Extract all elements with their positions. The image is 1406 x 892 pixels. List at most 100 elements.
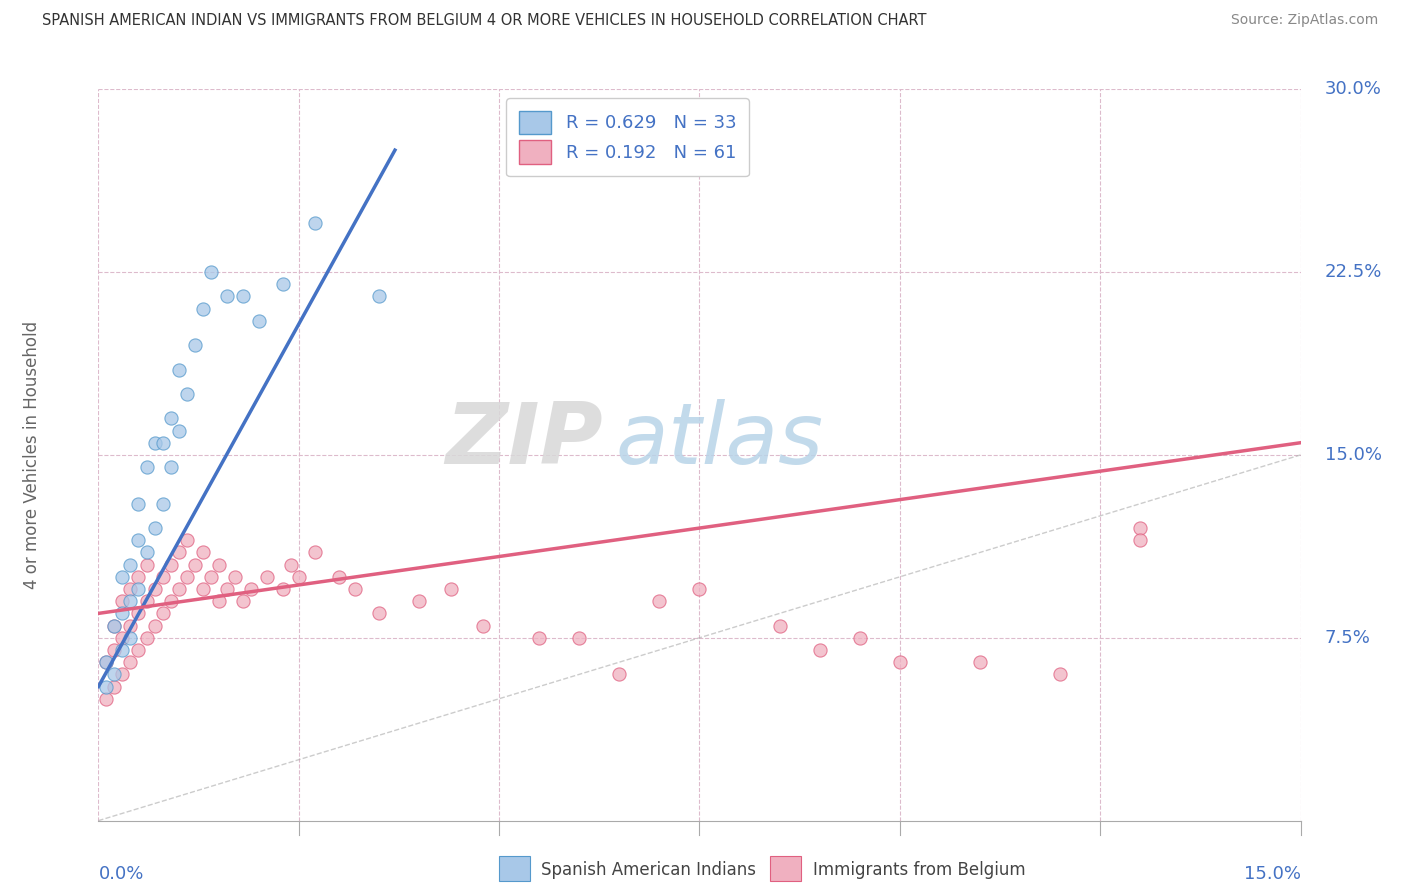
Legend: R = 0.629   N = 33, R = 0.192   N = 61: R = 0.629 N = 33, R = 0.192 N = 61 (506, 98, 749, 177)
Point (568, 631, 591, 645)
Text: 0.0%: 0.0% (98, 864, 143, 882)
Point (111, 667, 134, 681)
Point (408, 594, 430, 608)
Point (120, 582, 142, 596)
Point (176, 387, 198, 401)
Point (256, 570, 278, 584)
Point (152, 435, 174, 450)
Point (143, 618, 166, 632)
Point (176, 533, 198, 548)
Text: 7.5%: 7.5% (1324, 629, 1371, 647)
Point (111, 570, 134, 584)
Point (328, 570, 350, 584)
Point (128, 570, 150, 584)
Point (208, 594, 231, 608)
Point (111, 607, 134, 621)
Point (152, 570, 174, 584)
Point (183, 338, 205, 352)
Text: SPANISH AMERICAN INDIAN VS IMMIGRANTS FROM BELGIUM 4 OR MORE VEHICLES IN HOUSEHO: SPANISH AMERICAN INDIAN VS IMMIGRANTS FR… (42, 13, 927, 29)
Text: atlas: atlas (616, 399, 824, 482)
Point (167, 424, 190, 438)
Text: Spanish American Indians: Spanish American Indians (541, 861, 756, 879)
Point (159, 594, 181, 608)
Point (304, 545, 326, 559)
Point (191, 545, 214, 559)
Point (96, 680, 118, 694)
Point (128, 533, 150, 548)
Point (889, 655, 911, 669)
Point (96, 655, 118, 669)
Point (271, 277, 294, 292)
Point (808, 643, 831, 657)
Point (103, 643, 125, 657)
Point (529, 631, 551, 645)
Point (120, 631, 142, 645)
Point (200, 570, 222, 584)
Point (135, 594, 157, 608)
Point (103, 618, 125, 632)
Point (152, 607, 174, 621)
Point (609, 667, 631, 681)
Text: 30.0%: 30.0% (1324, 80, 1382, 98)
Point (969, 655, 991, 669)
Point (232, 289, 254, 303)
Point (176, 570, 198, 584)
Point (768, 618, 790, 632)
Point (191, 582, 214, 596)
Point (304, 216, 326, 230)
Point (688, 582, 710, 596)
Point (191, 301, 214, 316)
Point (288, 570, 311, 584)
Point (849, 631, 872, 645)
Text: Source: ZipAtlas.com: Source: ZipAtlas.com (1230, 13, 1378, 28)
Point (343, 582, 366, 596)
Point (215, 289, 238, 303)
Point (224, 570, 246, 584)
Point (103, 618, 125, 632)
Point (120, 558, 142, 572)
Point (183, 558, 205, 572)
Point (167, 545, 190, 559)
Point (167, 362, 190, 376)
Point (247, 314, 270, 328)
Text: 4 or more Vehicles in Household: 4 or more Vehicles in Household (24, 321, 41, 589)
Point (472, 618, 495, 632)
Point (368, 607, 391, 621)
Text: 22.5%: 22.5% (1324, 263, 1382, 281)
Point (239, 582, 262, 596)
Point (143, 435, 166, 450)
Point (1129, 521, 1152, 535)
Point (120, 594, 142, 608)
Point (135, 545, 157, 559)
Point (159, 411, 181, 425)
Point (1049, 667, 1071, 681)
Point (135, 460, 157, 475)
Point (111, 631, 134, 645)
Point (128, 497, 150, 511)
Point (208, 558, 231, 572)
Point (143, 582, 166, 596)
Point (120, 618, 142, 632)
Point (111, 643, 134, 657)
Point (159, 460, 181, 475)
Point (159, 558, 181, 572)
Point (232, 594, 254, 608)
Point (143, 521, 166, 535)
Point (215, 582, 238, 596)
Point (440, 582, 463, 596)
Point (111, 594, 134, 608)
Point (271, 582, 294, 596)
Point (103, 680, 125, 694)
Point (368, 289, 391, 303)
Text: ZIP: ZIP (446, 399, 603, 482)
Point (135, 558, 157, 572)
Text: 15.0%: 15.0% (1324, 446, 1382, 464)
Point (96, 655, 118, 669)
Point (167, 582, 190, 596)
Point (128, 582, 150, 596)
Point (120, 655, 142, 669)
Point (128, 643, 150, 657)
Point (1129, 533, 1152, 548)
Point (152, 497, 174, 511)
Point (96, 691, 118, 706)
